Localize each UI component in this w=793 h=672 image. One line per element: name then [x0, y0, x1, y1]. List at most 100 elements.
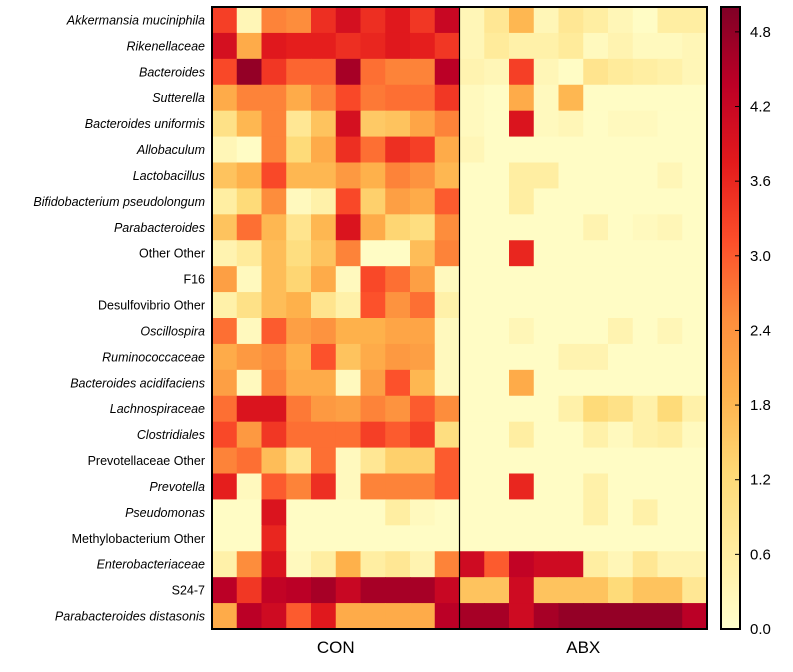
heatmap-cell — [632, 395, 659, 423]
heatmap-cell — [459, 603, 485, 630]
heatmap-cell — [434, 421, 461, 449]
heatmap-cell — [360, 7, 386, 34]
heatmap-cell — [236, 525, 263, 552]
heatmap-cell — [286, 343, 312, 371]
heatmap-cell — [286, 7, 312, 34]
heatmap-cell — [657, 499, 683, 526]
heatmap-cell — [236, 499, 263, 526]
heatmap-cell — [311, 473, 337, 501]
heatmap-cell — [484, 188, 510, 215]
heatmap-cell — [434, 162, 461, 190]
heatmap-cell — [608, 32, 634, 60]
heatmap-cell — [682, 7, 708, 34]
heatmap-cell — [360, 136, 386, 164]
heatmap-cell — [212, 318, 238, 345]
heatmap-cell — [261, 84, 287, 112]
heatmap-cell — [385, 473, 411, 501]
heatmap-cell — [657, 7, 683, 34]
heatmap-cell — [632, 499, 659, 526]
heatmap-cell — [286, 292, 312, 319]
heatmap-cell — [286, 551, 312, 578]
heatmap-cell — [360, 188, 386, 215]
heatmap-cell — [459, 525, 485, 552]
heatmap-cell — [533, 188, 560, 215]
heatmap-cell — [509, 577, 535, 604]
heatmap-cell — [360, 369, 386, 397]
heatmap-cell — [657, 525, 683, 552]
heatmap-cell — [459, 84, 485, 112]
heatmap-cell — [385, 603, 411, 630]
heatmap-cell — [360, 525, 386, 552]
heatmap-cell — [335, 214, 362, 241]
heatmap-cell — [261, 58, 287, 86]
heatmap-cell — [335, 551, 362, 578]
heatmap-cell — [360, 84, 386, 112]
heatmap-cell — [558, 292, 584, 319]
heatmap-cell — [533, 240, 560, 267]
heatmap-cell — [360, 58, 386, 86]
heatmap-cell — [360, 421, 386, 449]
row-label: Lactobacillus — [133, 169, 205, 183]
heatmap-cell — [583, 214, 609, 241]
heatmap-cell — [583, 162, 609, 190]
heatmap-cell — [558, 7, 584, 34]
heatmap-cell — [459, 551, 485, 578]
row-label: Bacteroides acidifaciens — [70, 376, 205, 390]
heatmap-cell — [360, 395, 386, 423]
heatmap-cell — [509, 162, 535, 190]
heatmap-cell — [608, 7, 634, 34]
heatmap-cell — [484, 551, 510, 578]
row-label: F16 — [183, 273, 205, 287]
row-label: Akkermansia muciniphila — [66, 13, 205, 27]
heatmap-cell — [533, 447, 560, 475]
heatmap-cell — [335, 318, 362, 345]
heatmap-cell — [311, 240, 337, 267]
heatmap-cell — [484, 292, 510, 319]
colorbar-tick-label: 1.8 — [750, 397, 771, 414]
heatmap-cell — [608, 343, 634, 371]
heatmap-cell — [583, 84, 609, 112]
heatmap-cell — [509, 292, 535, 319]
heatmap-cell — [657, 110, 683, 138]
row-label: Other Other — [139, 247, 205, 261]
heatmap-cell — [410, 603, 436, 630]
heatmap-cell — [212, 499, 238, 526]
heatmap-cell — [608, 369, 634, 397]
heatmap-cell — [509, 473, 535, 501]
heatmap-cell — [657, 343, 683, 371]
heatmap-cell — [236, 214, 263, 241]
heatmap-cell — [360, 343, 386, 371]
heatmap-cell — [311, 603, 337, 630]
heatmap-cell — [533, 58, 560, 86]
heatmap-cell — [484, 473, 510, 501]
heatmap-cell — [533, 162, 560, 190]
heatmap-cell — [385, 551, 411, 578]
heatmap-cell — [335, 525, 362, 552]
heatmap-cell — [261, 447, 287, 475]
heatmap-cell — [657, 136, 683, 164]
heatmap-cell — [682, 32, 708, 60]
heatmap-cell — [632, 32, 659, 60]
heatmap-cell — [261, 240, 287, 267]
heatmap-cell — [335, 110, 362, 138]
heatmap-cell — [484, 266, 510, 293]
colorbar-tick-label: 2.4 — [750, 322, 771, 339]
heatmap-cell — [657, 58, 683, 86]
heatmap-cell — [261, 343, 287, 371]
heatmap-cell — [434, 7, 461, 34]
heatmap-cell — [236, 577, 263, 604]
heatmap-cell — [558, 343, 584, 371]
heatmap-cell — [311, 551, 337, 578]
heatmap-cell — [583, 7, 609, 34]
heatmap-cell — [286, 84, 312, 112]
colorbar-tick-label: 3.6 — [750, 173, 771, 190]
heatmap-cell — [583, 577, 609, 604]
heatmap-cell — [509, 318, 535, 345]
heatmap-cell — [533, 473, 560, 501]
heatmap-cell — [261, 551, 287, 578]
group-label: CON — [317, 638, 355, 657]
colorbar-tick-label: 1.2 — [750, 472, 771, 489]
heatmap-cell — [335, 577, 362, 604]
heatmap-cell — [212, 58, 238, 86]
heatmap-cell — [533, 525, 560, 552]
